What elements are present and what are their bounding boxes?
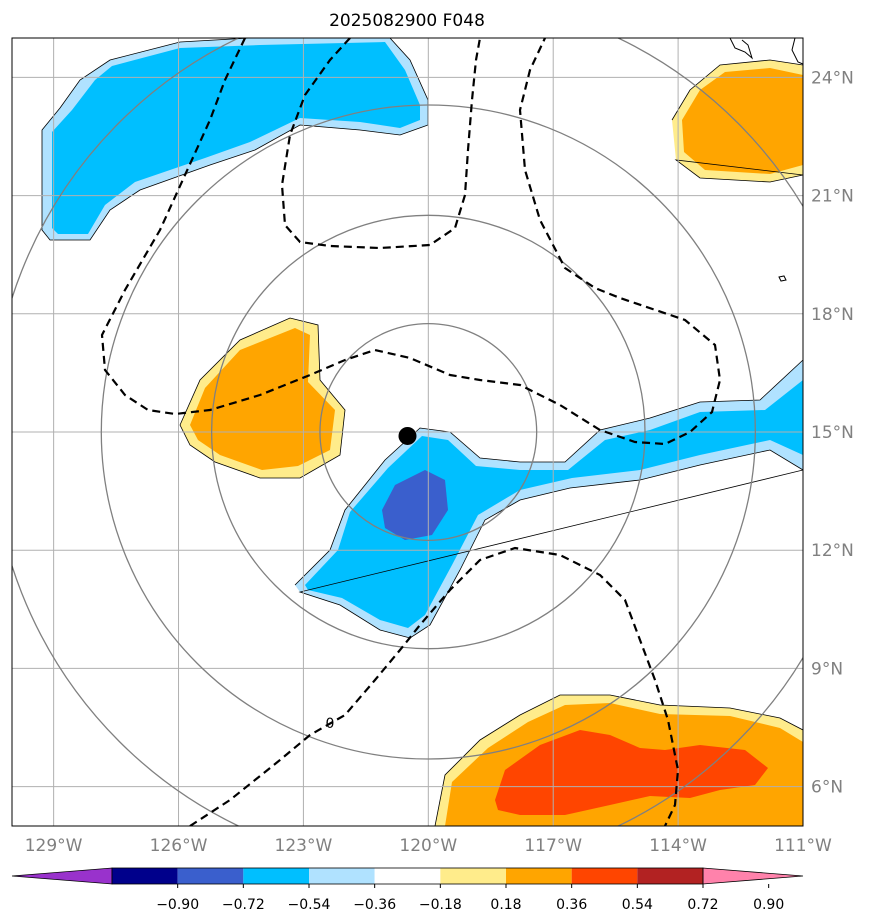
colorbar-segment [440,868,506,884]
colorbar-extend-high [702,867,804,885]
latitude-tick-label: 24°N [811,68,854,88]
storm-center-marker [398,426,417,445]
colorbar-tick-label: 0.90 [753,897,784,913]
positive-anomaly-region-west-core [190,328,335,470]
colorbar-segment [243,868,309,884]
longitude-tick-label: 114°W [649,836,707,856]
longitude-labels: 129°W 126°W 123°W 120°W 117°W 114°W 111°W [25,836,832,856]
latitude-tick-label: 18°N [811,305,854,325]
colorbar-tick-label: 0.54 [622,897,653,913]
latitude-labels: 6°N 9°N 12°N 15°N 18°N 21°N 24°N [811,68,854,797]
colorbar-segment [309,868,375,884]
colorbar-tick-label: −0.54 [288,897,331,913]
longitude-tick-label: 129°W [25,836,83,856]
colorbar-frame [111,867,704,885]
longitude-tick-label: 126°W [150,836,208,856]
latitude-tick-label: 21°N [811,187,854,207]
range-rings [12,38,803,826]
island [778,275,787,282]
map-title: 2025082900 F048 [329,11,485,31]
zero-contour-north [280,38,482,250]
range-ring [210,214,646,650]
colorbar-tick-label: −0.18 [419,897,462,913]
zero-contours [100,38,722,826]
longitude-tick-label: 111°W [774,836,832,856]
colorbar: −0.90 −0.72 −0.54 −0.36 −0.18 0.18 0.36 0.54 0.7… [11,867,804,913]
latitude-tick-label: 15°N [811,423,854,443]
colorbar-tick-label: 0.36 [556,897,587,913]
plot-area: 0 [12,38,803,826]
colorbar-segment [571,868,638,884]
range-ring [319,322,538,541]
colorbar-tick-label: 0.72 [687,897,718,913]
plot-frame [11,37,804,827]
strong-positive-anomaly-core [495,730,768,815]
coastline [729,38,803,282]
coastline-segment [729,38,753,60]
negative-anomaly-region-nw-core [52,42,420,234]
colorbar-segment [374,868,441,884]
colorbar-tick-label: −0.90 [156,897,199,913]
latitude-tick-label: 9°N [811,659,843,679]
latitude-tick-label: 6°N [811,778,843,798]
coastline-segment [791,38,803,65]
colorbar-segment [506,868,572,884]
longitude-tick-label: 117°W [524,836,582,856]
colorbar-tick-label: −0.72 [222,897,265,913]
colorbar-segment [637,868,703,884]
colorbar-segment [112,868,178,884]
colorbar-segment [177,868,244,884]
longitude-tick-label: 120°W [399,836,457,856]
positive-anomaly-region-ne-core [682,68,803,174]
zero-contour-band [100,38,722,446]
colorbar-tick-label: −0.36 [353,897,396,913]
range-ring [100,104,756,760]
longitude-tick-label: 123°W [275,836,333,856]
strong-negative-anomaly-core [382,470,448,540]
zero-contour-label: 0 [326,716,335,732]
colorbar-tick-label: 0.18 [490,897,521,913]
colorbar-extend-low [11,867,113,885]
latitude-tick-label: 12°N [811,541,854,561]
zero-contour-main [189,546,680,826]
